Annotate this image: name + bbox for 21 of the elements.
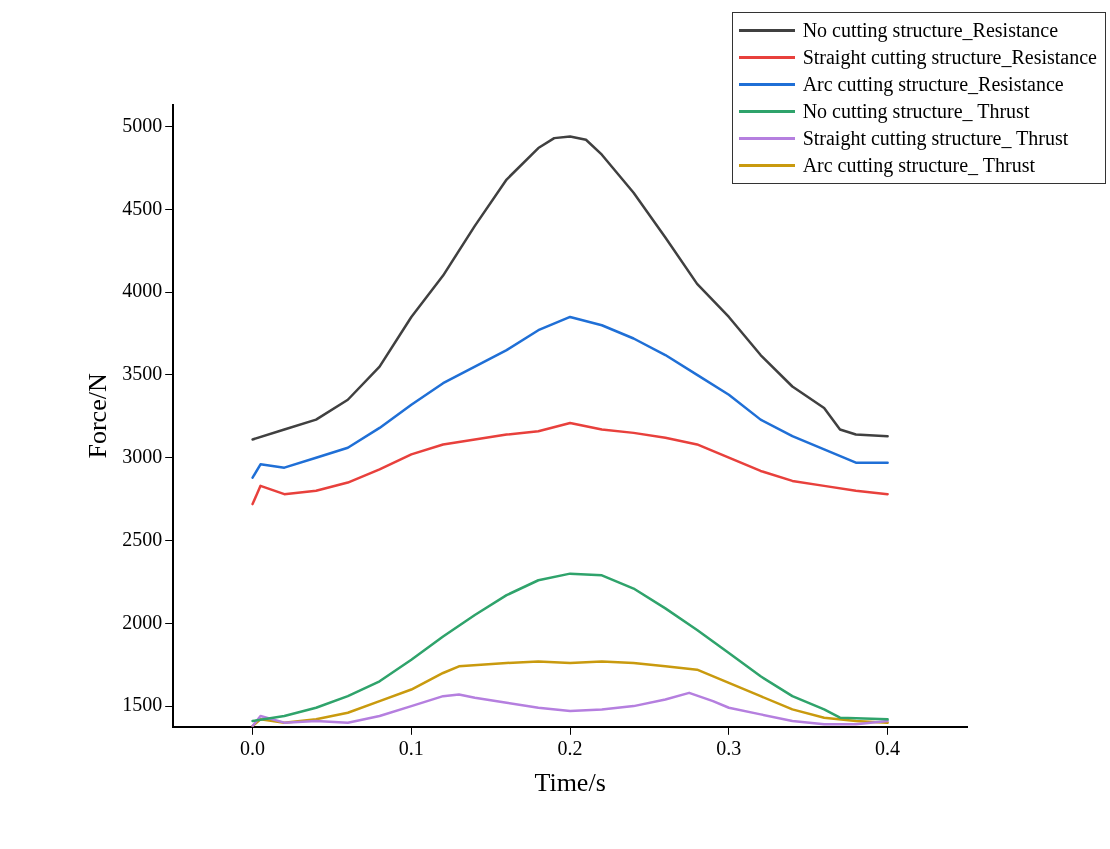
y-tick-label: 1500 bbox=[122, 693, 163, 716]
legend-label: No cutting structure_Resistance bbox=[802, 19, 1059, 42]
y-tick-label: 4000 bbox=[122, 279, 163, 302]
x-tick-label: 0.0 bbox=[240, 737, 266, 760]
y-tick-label: 2000 bbox=[122, 610, 163, 633]
legend-label: Arc cutting structure_ Thrust bbox=[802, 154, 1035, 177]
legend-label: No cutting structure_ Thrust bbox=[802, 100, 1030, 123]
y-tick-label: 3000 bbox=[122, 444, 163, 467]
y-axis-title: Force/N bbox=[83, 373, 113, 459]
legend-label: Arc cutting structure_Resistance bbox=[802, 73, 1064, 96]
y-tick-label: 3500 bbox=[122, 362, 163, 385]
y-tick-label: 4500 bbox=[122, 196, 163, 219]
x-tick-label: 0.4 bbox=[875, 737, 901, 760]
y-tick-label: 2500 bbox=[122, 527, 163, 550]
legend-label: Straight cutting structure_Resistance bbox=[802, 46, 1097, 69]
legend-label: Straight cutting structure_ Thrust bbox=[802, 127, 1069, 150]
y-tick-label: 5000 bbox=[122, 113, 163, 136]
x-tick-label: 0.1 bbox=[398, 737, 424, 760]
x-tick-label: 0.3 bbox=[716, 737, 742, 760]
x-tick-label: 0.2 bbox=[557, 737, 583, 760]
x-axis-title: Time/s bbox=[534, 768, 606, 798]
